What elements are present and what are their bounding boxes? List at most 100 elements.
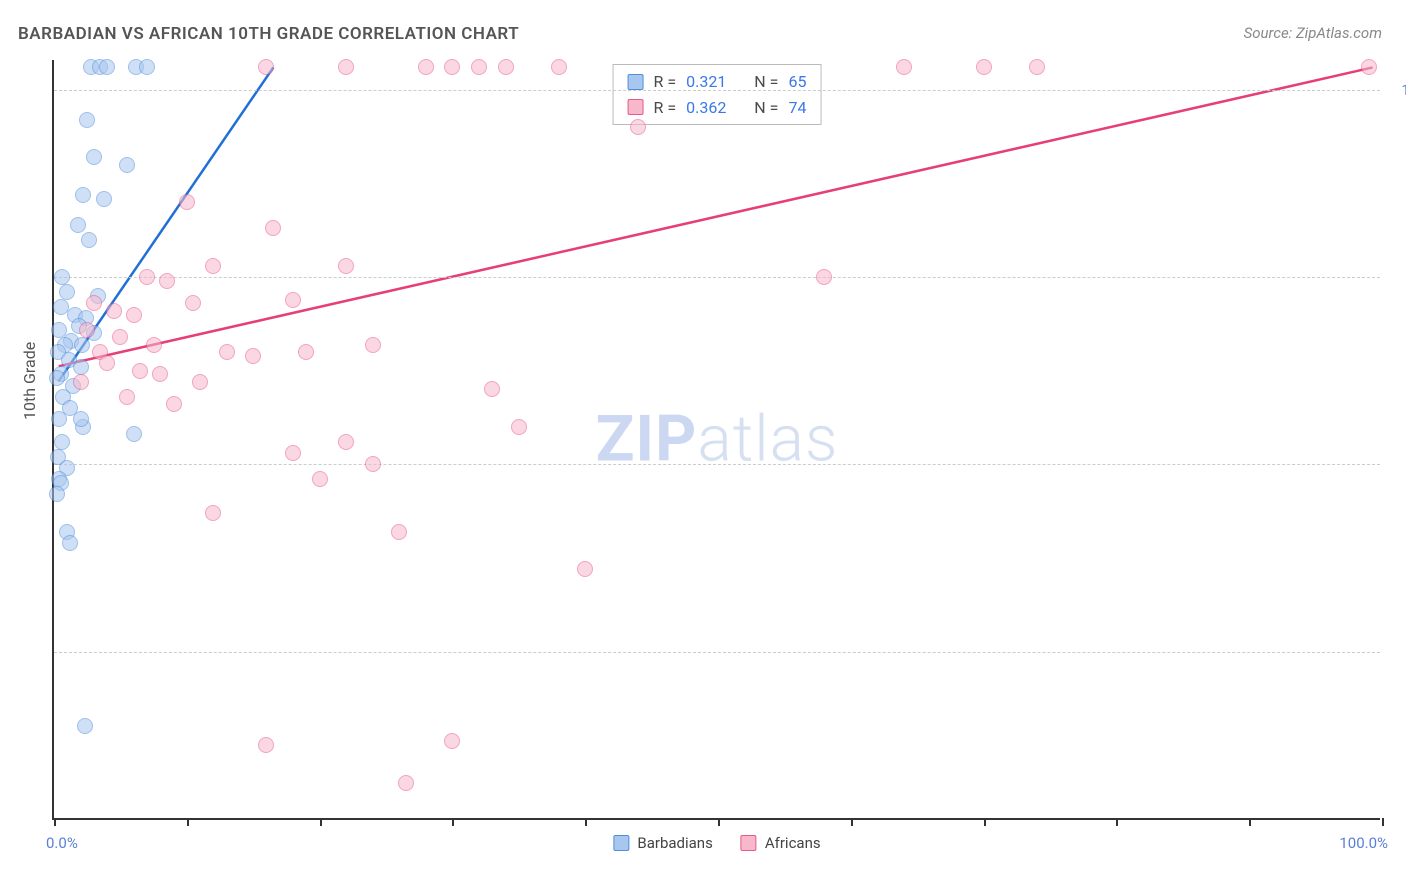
africans-point (896, 59, 912, 75)
africans-point (298, 344, 314, 360)
africans-point (99, 355, 115, 371)
x-tick (984, 818, 986, 826)
barbadians-point (77, 718, 93, 734)
africans-point (245, 348, 261, 364)
barbadians-point (96, 191, 112, 207)
trend-lines (54, 60, 1380, 818)
barbadians-point (126, 426, 142, 442)
africans-point (498, 59, 514, 75)
africans-point (365, 456, 381, 472)
x-tick (452, 818, 454, 826)
x-axis-min-label: 0.0% (46, 834, 78, 852)
africans-point (444, 733, 460, 749)
gridline (54, 90, 1380, 91)
y-tick-label: 95.0% (1390, 268, 1406, 286)
x-tick (54, 818, 56, 826)
barbadians-point (73, 411, 89, 427)
barbadians-point (49, 486, 65, 502)
y-tick-label: 90.0% (1390, 455, 1406, 473)
chart-container: BARBADIAN VS AFRICAN 10TH GRADE CORRELAT… (0, 0, 1406, 892)
africans-point (185, 295, 201, 311)
y-tick-label: 85.0% (1390, 643, 1406, 661)
x-tick (1249, 818, 1251, 826)
africans-point (511, 419, 527, 435)
africans-point (79, 322, 95, 338)
africans-point (285, 445, 301, 461)
africans-point (219, 344, 235, 360)
barbadians-point (99, 59, 115, 75)
africans-point (258, 737, 274, 753)
africans-point (1029, 59, 1045, 75)
africans-point (338, 258, 354, 274)
africans-point (132, 363, 148, 379)
barbadians-point (53, 299, 69, 315)
x-axis-max-label: 100.0% (1339, 834, 1388, 852)
africans-point (119, 389, 135, 405)
africans-point (146, 337, 162, 353)
barbadians-point (81, 232, 97, 248)
x-tick (851, 818, 853, 826)
legend-label: Africans (765, 834, 821, 852)
africans-point (816, 269, 832, 285)
africans-point (126, 307, 142, 323)
africans-point (338, 59, 354, 75)
africans-point (338, 434, 354, 450)
africans-point (192, 374, 208, 390)
chart-title: BARBADIAN VS AFRICAN 10TH GRADE CORRELAT… (18, 24, 519, 44)
barbadians-point (79, 112, 95, 128)
africans-point (86, 295, 102, 311)
africans-point (630, 119, 646, 135)
africans-point (205, 505, 221, 521)
gridline (54, 652, 1380, 653)
gridline (54, 277, 1380, 278)
africans-point (112, 329, 128, 345)
stat-n-value: 74 (788, 95, 806, 121)
source-attribution: Source: ZipAtlas.com (1244, 24, 1382, 42)
stat-n-label: N = (754, 95, 778, 121)
legend-item-africans: Africans (741, 834, 821, 852)
africans-point (444, 59, 460, 75)
africans-point (418, 59, 434, 75)
africans-swatch-icon (741, 835, 757, 851)
stats-legend: R = 0.321 N = 65R = 0.362 N = 74 (613, 64, 822, 125)
barbadians-point (73, 359, 89, 375)
africans-swatch-icon (628, 99, 644, 115)
africans-point (484, 381, 500, 397)
africans-point (179, 194, 195, 210)
gridline (54, 464, 1380, 465)
africans-point (265, 220, 281, 236)
y-axis-title: 10th Grade (20, 342, 39, 420)
africans-point (391, 524, 407, 540)
stat-row-africans: R = 0.362 N = 74 (628, 95, 807, 121)
africans-point (285, 292, 301, 308)
legend-label: Barbadians (637, 834, 712, 852)
africans-point (976, 59, 992, 75)
x-tick (1382, 818, 1384, 826)
africans-point (152, 366, 168, 382)
stat-r-value: 0.362 (686, 95, 726, 121)
africans-point (398, 775, 414, 791)
africans-point (577, 561, 593, 577)
barbadians-point (119, 157, 135, 173)
y-tick-label: 100.0% (1390, 81, 1406, 99)
barbadians-point (86, 149, 102, 165)
stat-r-label: R = (654, 95, 677, 121)
africans-point (205, 258, 221, 274)
africans-point (139, 269, 155, 285)
x-tick (1116, 818, 1118, 826)
x-tick (585, 818, 587, 826)
barbadians-point (75, 187, 91, 203)
barbadians-swatch-icon (613, 835, 629, 851)
africans-point (106, 303, 122, 319)
barbadians-point (51, 411, 67, 427)
barbadians-point (54, 269, 70, 285)
africans-point (258, 59, 274, 75)
africans-point (365, 337, 381, 353)
africans-point (551, 59, 567, 75)
barbadians-point (62, 535, 78, 551)
africans-point (312, 471, 328, 487)
africans-point (1361, 59, 1377, 75)
barbadians-point (49, 370, 65, 386)
africans-point (471, 59, 487, 75)
africans-point (73, 374, 89, 390)
